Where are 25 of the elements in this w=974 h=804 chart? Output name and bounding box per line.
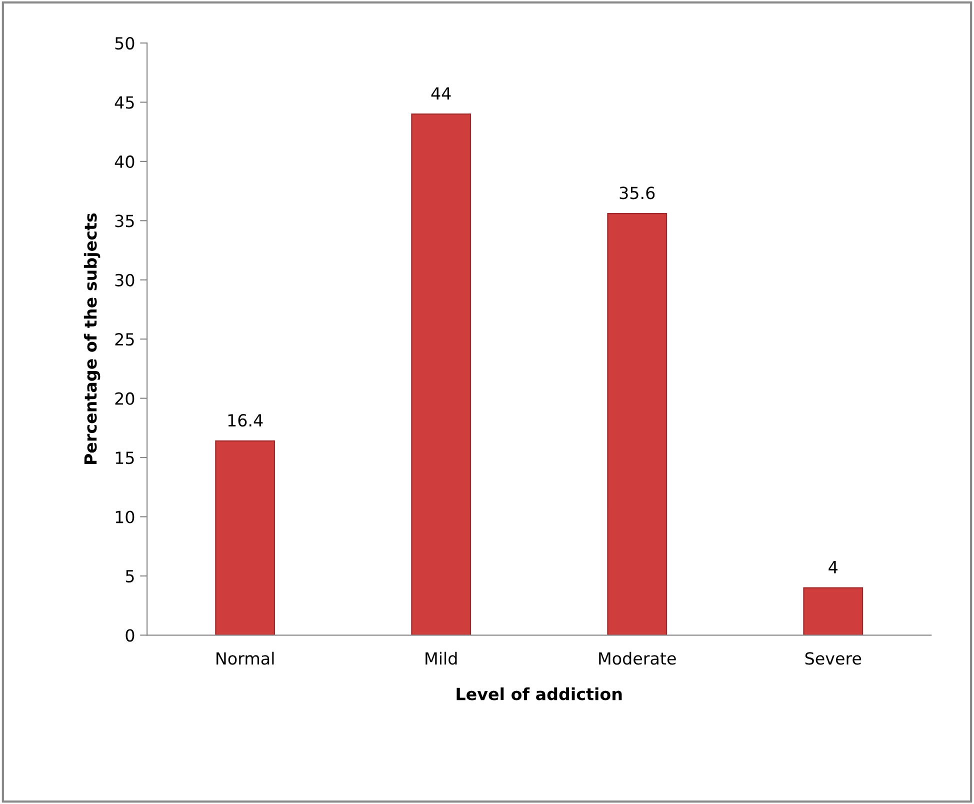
data-label: 16.4 <box>228 414 263 427</box>
y-tick-label: 30 <box>115 274 134 286</box>
bar <box>803 587 864 636</box>
x-tick-label: Mild <box>426 652 457 665</box>
bar <box>411 114 472 636</box>
y-tick-label: 10 <box>116 510 134 524</box>
data-label: 44 <box>431 87 451 100</box>
x-tick-label: Moderate <box>599 652 676 665</box>
x-tick-label: Normal <box>216 652 274 665</box>
bar <box>607 212 668 636</box>
y-tick-label: 5 <box>126 570 134 583</box>
x-tick-label: Severe <box>805 652 862 665</box>
bar <box>215 440 276 636</box>
y-tick-label: 25 <box>115 333 134 346</box>
y-tick-label: 50 <box>115 36 134 50</box>
y-tick-label: 35 <box>115 214 134 228</box>
data-label: 4 <box>828 561 838 574</box>
y-tick-label: 45 <box>114 96 134 109</box>
data-label: 35.6 <box>620 186 655 200</box>
y-tick-label: 20 <box>115 392 134 405</box>
y-axis-title: Percentage of the subjects <box>84 213 100 464</box>
y-tick-label: 40 <box>114 155 134 168</box>
y-tick-label: 15 <box>116 452 134 464</box>
y-tick-label: 0 <box>126 629 134 642</box>
x-axis-title: Level of addiction <box>456 687 622 700</box>
